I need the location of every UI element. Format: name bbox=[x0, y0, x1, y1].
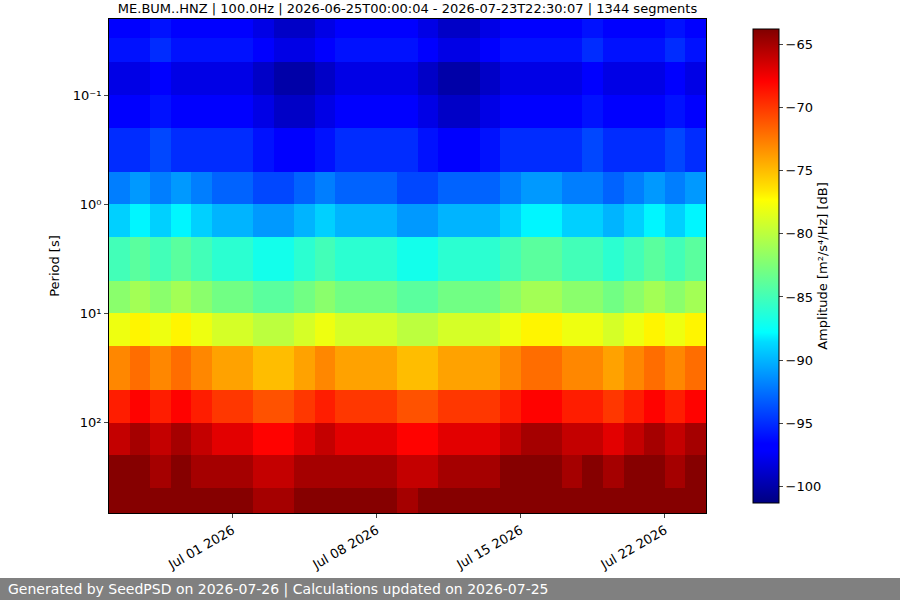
svg-text:Jul 01 2026: Jul 01 2026 bbox=[165, 522, 237, 572]
svg-text:10⁻¹: 10⁻¹ bbox=[73, 88, 102, 103]
svg-text:−85: −85 bbox=[786, 290, 813, 305]
svg-text:−70: −70 bbox=[786, 100, 813, 115]
svg-text:Jul 15 2026: Jul 15 2026 bbox=[453, 522, 525, 572]
svg-text:−95: −95 bbox=[786, 416, 813, 431]
svg-text:−75: −75 bbox=[786, 163, 813, 178]
svg-text:Jul 22 2026: Jul 22 2026 bbox=[597, 522, 669, 572]
svg-text:10²: 10² bbox=[80, 415, 102, 430]
svg-text:ME.BUM..HNZ | 100.0Hz | 2026-0: ME.BUM..HNZ | 100.0Hz | 2026-06-25T00:00… bbox=[118, 1, 698, 16]
svg-text:−90: −90 bbox=[786, 353, 813, 368]
svg-text:−65: −65 bbox=[786, 37, 813, 52]
svg-text:10¹: 10¹ bbox=[80, 306, 102, 321]
svg-text:−100: −100 bbox=[786, 479, 822, 494]
svg-text:Amplitude [m²/s⁴/Hz] [dB]: Amplitude [m²/s⁴/Hz] [dB] bbox=[815, 182, 830, 350]
svg-text:−80: −80 bbox=[786, 226, 813, 241]
svg-text:10⁰: 10⁰ bbox=[80, 197, 102, 212]
svg-text:Period [s]: Period [s] bbox=[47, 235, 62, 297]
html-text:Generated by SeedPSD on 2026-0: Generated by SeedPSD on 2026-07-26 | Cal… bbox=[8, 581, 549, 597]
svg-text:Jul 08 2026: Jul 08 2026 bbox=[309, 522, 381, 572]
